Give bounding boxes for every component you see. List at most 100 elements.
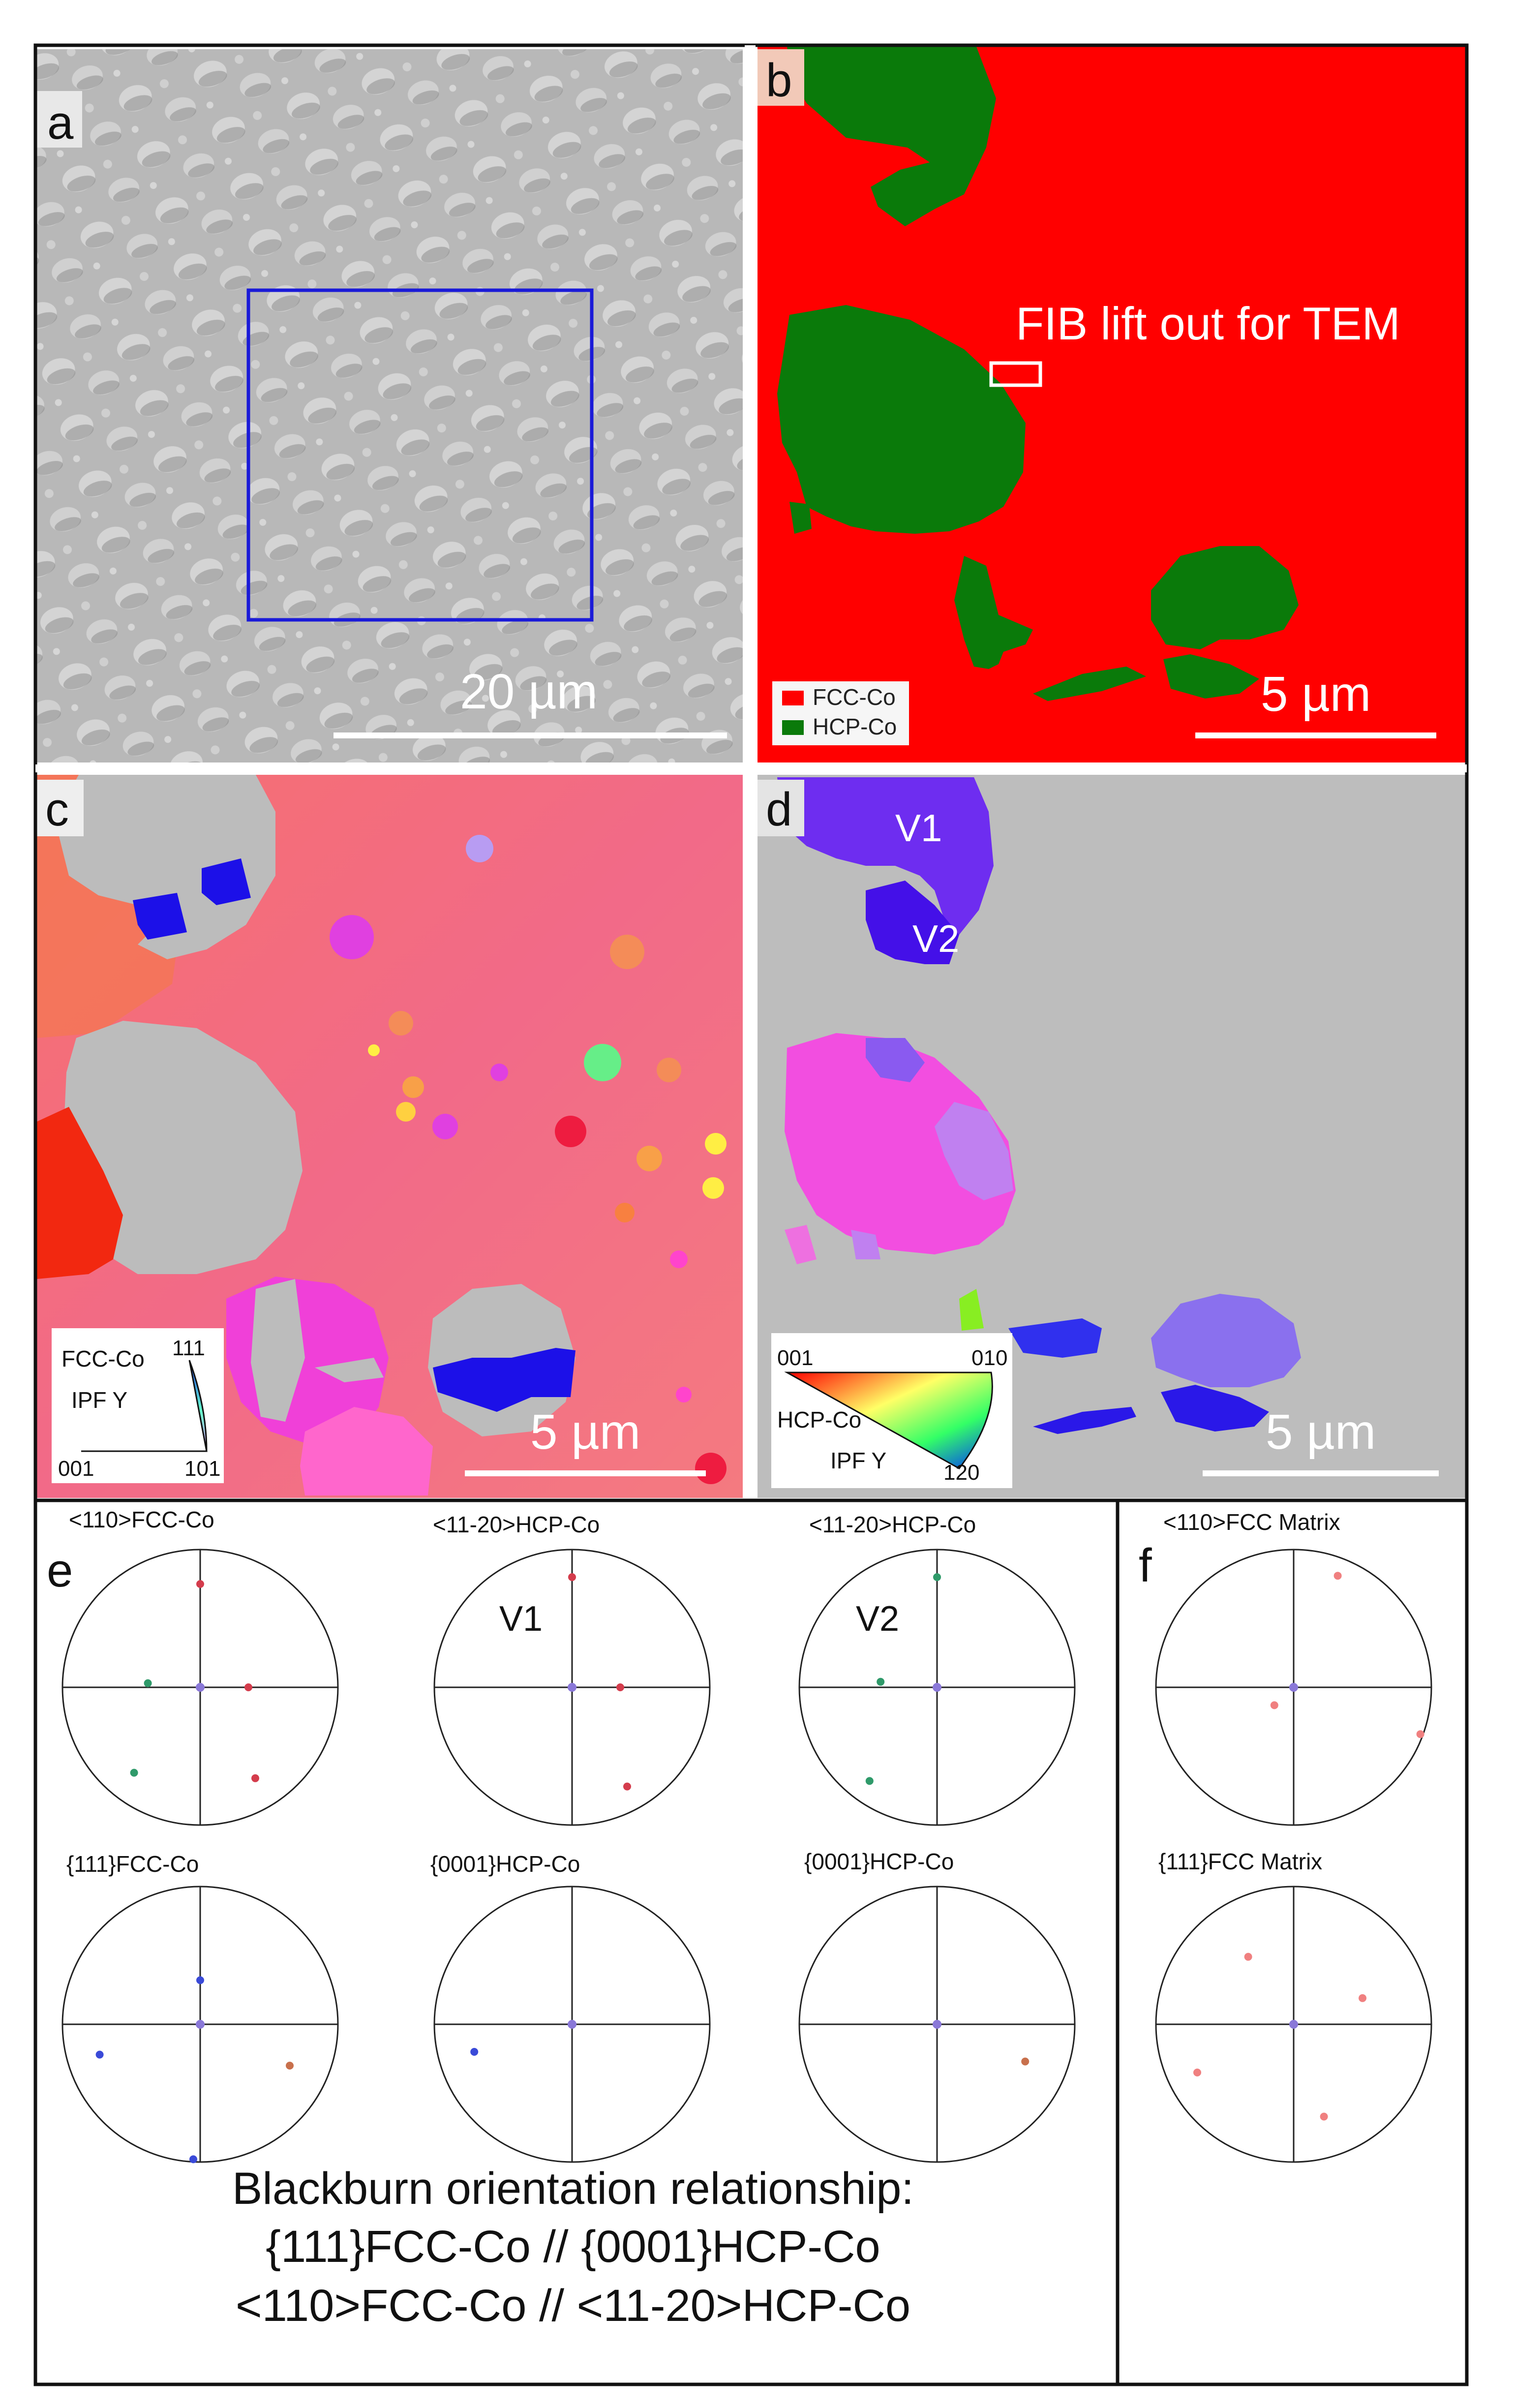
pole-marker: [196, 1976, 204, 1984]
pf-title-f-2: {111}FCC Matrix: [1158, 1849, 1322, 1874]
pole-marker: [933, 1573, 941, 1581]
panel-c-key-corner-left: 001: [58, 1457, 94, 1481]
panel-a-scalebar-label: 20 µm: [460, 664, 598, 719]
hcp-grain-small-left: [789, 502, 812, 534]
pole-marker: [616, 1683, 624, 1691]
inclusion-orange-2: [389, 1011, 413, 1036]
pole-figures: [61, 1549, 1432, 2164]
pole-marker: [1320, 2112, 1328, 2121]
panel-c-letter-bg: [37, 780, 84, 836]
panel-f: f <110>FCC Matrix {111}FCC Matrix: [1139, 1509, 1340, 1874]
panel-b-letter: b: [766, 54, 792, 107]
fib-liftout-label: FIB lift out for TEM: [1016, 298, 1400, 349]
pole-marker: [1333, 1572, 1342, 1580]
pole-marker: [1244, 1952, 1252, 1961]
hcp-grain-pink: [785, 1033, 1016, 1254]
pf-variant-label-v2: V2: [856, 1599, 899, 1639]
hcp-grain-lower-right: [1151, 546, 1299, 649]
pf-variant-label-v1: V1: [499, 1599, 543, 1639]
legend-label-hcp: HCP-Co: [813, 714, 897, 739]
hcp-grain-small-lavender: [851, 1230, 880, 1259]
hcp-grain-blue-band-2: [1033, 1407, 1136, 1434]
pf-title-f-1: <110>FCC Matrix: [1163, 1509, 1340, 1535]
hcp-grain-blue-lower-right: [1161, 1385, 1269, 1432]
pf-title-e-top-3: <11-20>HCP-Co: [809, 1512, 976, 1537]
inclusion-yellow-3: [705, 1133, 727, 1155]
panel-c: c FCC-Co IPF Y 111 001 101 5 µm: [37, 775, 743, 1498]
hcp-grain-lower-right-2: [1163, 654, 1259, 699]
pole-marker: [286, 2062, 294, 2070]
pole-marker: [623, 1782, 631, 1791]
pf-title-e-bottom-1: {111}FCC-Co: [66, 1851, 199, 1877]
hcp-grain-green-sliver: [959, 1289, 984, 1331]
pole-marker: [877, 1677, 885, 1686]
panel-c-scalebar-label: 5 µm: [530, 1404, 640, 1460]
legend-swatch-hcp: [782, 720, 804, 735]
grey-grain-middle: [64, 1021, 303, 1274]
region-of-interest-box: [246, 288, 594, 622]
pole-marker: [95, 2050, 104, 2059]
hcp-grain-lower-left: [954, 556, 1033, 669]
panel-d-scalebar-label: 5 µm: [1266, 1404, 1376, 1460]
pole-marker: [1270, 1701, 1278, 1709]
inclusion-red-2: [695, 1453, 727, 1484]
panel-d-letter-bg: [758, 780, 804, 836]
inclusion-red-1: [555, 1116, 586, 1147]
pole-marker: [568, 1573, 576, 1581]
pole-figure-center: [568, 2020, 576, 2029]
hcp-grain-middle: [777, 305, 1026, 534]
figure-frame: [33, 43, 1469, 2386]
pole-marker: [251, 1774, 259, 1782]
hcp-grain-blue-band-1: [1008, 1318, 1102, 1358]
hcp-grain-small-pink: [785, 1225, 817, 1264]
pf-e-111-fcc: [61, 1886, 339, 2164]
hcp-grain-pink-lavender-patch: [935, 1102, 1013, 1200]
pole-marker: [470, 2048, 479, 2056]
pole-marker: [130, 1768, 138, 1777]
inclusion-magenta-5: [676, 1387, 692, 1402]
pole-figure-center: [196, 1683, 205, 1692]
fcc-red-grain-left: [37, 1107, 123, 1279]
panel-d-letter: d: [766, 783, 792, 836]
hcp-grain-lavender-large: [1151, 1294, 1301, 1387]
hcp-grain-lower-streak: [1033, 667, 1146, 701]
panel-c-ipf-key: [52, 1328, 224, 1483]
pf-e-0001-hcp-v1: [433, 1886, 711, 2163]
grey-grain-top: [59, 775, 275, 959]
panel-d-key-corner-right: 010: [971, 1346, 1007, 1370]
inclusion-magenta-1: [330, 915, 374, 959]
panel-b: FIB lift out for TEM b FCC-Co HCP-Co 5 µ…: [758, 47, 1466, 762]
inclusion-yellow-1: [368, 1044, 380, 1056]
panel-a-letter-bg: [37, 91, 82, 148]
fib-liftout-box: [989, 361, 1042, 387]
pf-f-110-matrix: [1155, 1549, 1432, 1826]
hcp-grain-pink-violet-patch: [866, 1038, 925, 1082]
panel-e-letter: e: [47, 1544, 73, 1597]
inclusion-orange-4: [402, 1076, 424, 1098]
caption-line-1: Blackburn orientation relationship:: [232, 2164, 914, 2214]
pf-title-e-top-2: <11-20>HCP-Co: [433, 1512, 600, 1537]
pole-marker: [865, 1777, 874, 1785]
pole-marker: [244, 1683, 252, 1691]
panel-a-sem-image: [37, 49, 743, 762]
hcp-variant-v2: [866, 881, 959, 964]
panel-d-key-corner-left: 001: [777, 1346, 813, 1370]
inclusion-yellow-2: [396, 1102, 416, 1122]
panel-c-letter: c: [45, 783, 69, 836]
panel-b-scalebar-label: 5 µm: [1261, 667, 1371, 722]
pf-title-e-bottom-3: {0001}HCP-Co: [804, 1849, 954, 1874]
hcp-blue-band-c: [433, 1348, 576, 1412]
pf-e-1120-hcp-v1: [433, 1549, 711, 1826]
fcc-pink-grain-bottom: [300, 1407, 433, 1495]
pf-title-e-bottom-2: {0001}HCP-Co: [430, 1851, 580, 1877]
inclusion-orange-5: [636, 1146, 662, 1171]
pf-f-111-matrix: [1155, 1886, 1432, 2163]
pole-marker: [1359, 1994, 1366, 2002]
pole-figure-center: [933, 2020, 941, 2029]
variant-label-v2: V2: [912, 917, 959, 960]
pf-e-1120-hcp-v2: [798, 1549, 1076, 1826]
inclusion-orange-6: [615, 1203, 635, 1222]
grey-grain-bottom-left-2: [315, 1358, 384, 1382]
pf-title-e-top-1: <110>FCC-Co: [69, 1507, 214, 1532]
